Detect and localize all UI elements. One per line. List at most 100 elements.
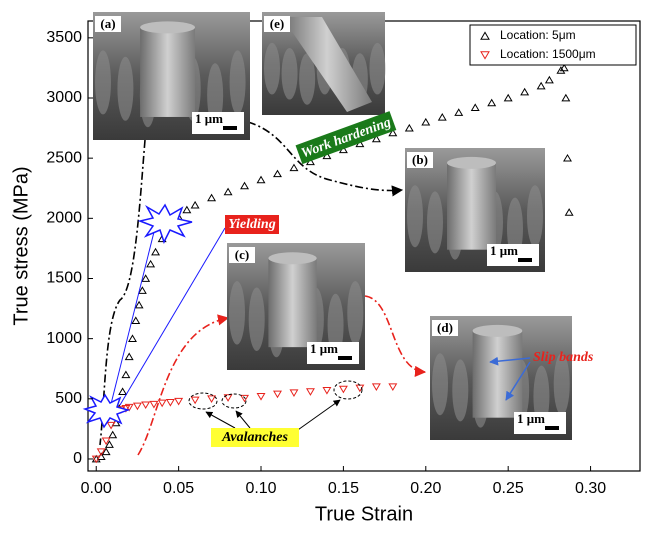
data-point — [566, 209, 573, 215]
texture — [427, 191, 443, 253]
data-point — [142, 402, 149, 408]
scale-label: 1 μm — [195, 111, 223, 126]
scale-label: 1 μm — [490, 243, 518, 258]
work-hardening-label: Work hardening — [296, 111, 397, 164]
scale-bar — [338, 356, 352, 360]
data-point — [562, 95, 569, 101]
y-tick-label: 3500 — [46, 29, 82, 46]
avalanche-ring — [189, 393, 217, 409]
y-tick-label: 2000 — [46, 210, 82, 227]
chart: Location: 5μm Location: 1500μm (a)1 μm(b… — [0, 0, 648, 529]
overlay-layer: Location: 5μm Location: 1500μm (a)1 μm(b… — [85, 12, 636, 455]
scale-label: 1 μm — [310, 341, 338, 356]
annotation: Yielding — [228, 217, 275, 232]
data-point — [472, 104, 479, 110]
data-point — [224, 189, 231, 195]
y-tick-label: 2500 — [46, 149, 82, 166]
data-point — [274, 391, 281, 397]
scale-label: 1 μm — [517, 411, 545, 426]
data-point — [455, 109, 462, 115]
data-point — [167, 400, 174, 406]
x-tick-label: 0.10 — [245, 480, 276, 497]
legend-label: Location: 1500μm — [500, 47, 596, 61]
pillar — [473, 331, 523, 418]
data-point — [159, 400, 166, 406]
scale-bar — [545, 426, 559, 430]
inset: (b) 1 μm — [405, 148, 545, 272]
connector — [365, 296, 425, 372]
starburst — [85, 395, 128, 427]
inset: (a) 1 μm — [93, 12, 250, 140]
data-point — [241, 183, 248, 189]
data-point — [340, 386, 347, 392]
texture — [282, 48, 298, 100]
y-tick-label: 1000 — [46, 330, 82, 347]
y-tick-label: 3000 — [46, 89, 82, 106]
x-tick-label: 0.15 — [328, 480, 359, 497]
pillar-top — [473, 325, 523, 337]
inset-label: (a) — [100, 16, 115, 31]
data-point — [152, 249, 159, 255]
x-axis-title: True Strain — [315, 503, 413, 525]
texture — [95, 50, 111, 114]
arrow — [295, 400, 340, 432]
data-point — [564, 155, 571, 161]
annotation: Work hardening — [299, 115, 393, 161]
texture — [432, 353, 448, 415]
texture — [369, 43, 385, 95]
pillar — [268, 258, 316, 347]
inset: (e) — [262, 12, 385, 115]
data-point — [129, 335, 136, 341]
inset: (d) 1 μm — [430, 316, 572, 440]
inset-label: (b) — [412, 152, 428, 167]
data-point — [175, 398, 182, 404]
x-tick-label: 0.20 — [410, 480, 441, 497]
data-point — [119, 388, 126, 394]
x-tick-label: 0.00 — [81, 480, 112, 497]
guide-line — [110, 228, 155, 408]
texture — [452, 359, 468, 421]
data-point — [290, 165, 297, 171]
avalanche-ring — [334, 381, 362, 399]
inset: (c) 1 μm — [227, 243, 365, 370]
texture — [230, 50, 246, 114]
scale-bar — [518, 258, 532, 262]
y-axis-title: True stress (MPa) — [10, 166, 32, 325]
texture — [117, 57, 133, 121]
data-point — [208, 396, 215, 402]
data-point — [147, 261, 154, 267]
data-point — [183, 207, 190, 213]
inset-label: (c) — [235, 247, 249, 262]
texture — [229, 281, 245, 345]
texture — [407, 185, 423, 247]
texture — [527, 185, 543, 247]
scale-bar — [223, 126, 237, 130]
x-tick-label: 0.25 — [493, 480, 524, 497]
y-tick-label: 0 — [73, 450, 82, 467]
data-point — [132, 317, 139, 323]
inset-label: (e) — [270, 16, 284, 31]
legend: Location: 5μm Location: 1500μm — [470, 25, 636, 65]
data-point — [521, 89, 528, 95]
data-point — [373, 384, 380, 390]
data-point — [488, 100, 495, 106]
data-point — [505, 95, 512, 101]
data-point — [257, 394, 264, 400]
data-point — [290, 390, 297, 396]
x-tick-label: 0.30 — [575, 480, 606, 497]
texture — [347, 281, 363, 345]
data-point — [122, 372, 129, 378]
data-point — [109, 432, 116, 438]
pillar — [140, 27, 195, 117]
arrow — [206, 412, 235, 428]
inset-label: (d) — [437, 320, 453, 335]
data-point — [257, 177, 264, 183]
texture — [264, 43, 280, 95]
data-point — [439, 114, 446, 120]
data-point — [274, 171, 281, 177]
data-point — [538, 83, 545, 89]
page: {"chart_data": { "type": "scatter", "x_l… — [0, 0, 648, 529]
data-point — [192, 397, 199, 403]
y-tick-label: 500 — [55, 390, 82, 407]
data-point — [422, 119, 429, 125]
